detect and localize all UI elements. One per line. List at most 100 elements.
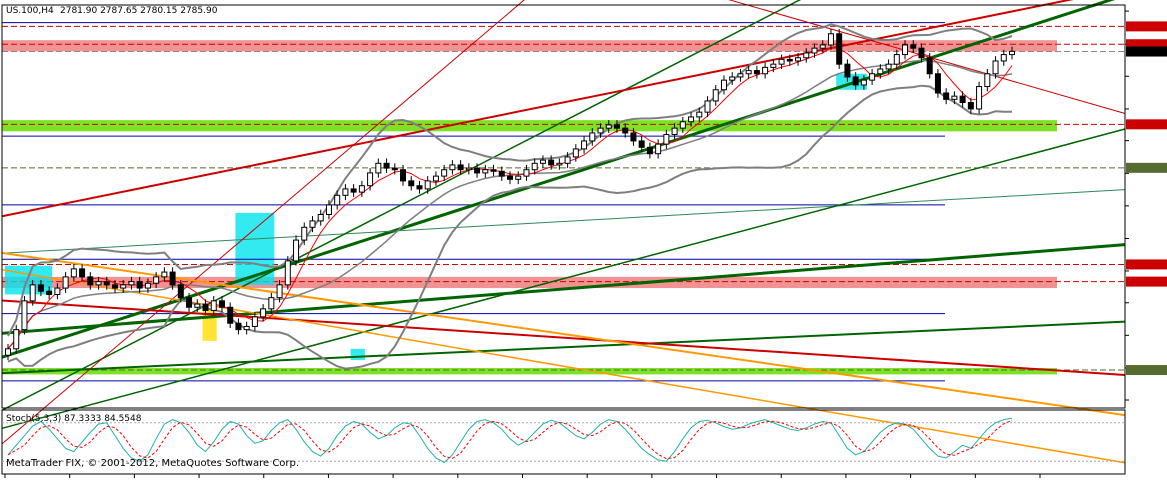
candle-body xyxy=(490,169,497,172)
trend-green-rise xyxy=(1,128,1126,430)
candle-body xyxy=(679,121,686,129)
candle-body xyxy=(753,70,760,75)
stoch-title: Stoch(5,3,3) 87.3333 84.5548 xyxy=(6,414,142,424)
candle-body xyxy=(227,306,234,324)
candle-body xyxy=(556,162,563,166)
trend-green-base xyxy=(1,320,1126,375)
candle-body xyxy=(984,73,991,88)
candle-body xyxy=(235,322,242,331)
candle-body xyxy=(803,52,810,59)
candle-body xyxy=(688,116,695,123)
candle-body xyxy=(844,63,851,78)
candle-body xyxy=(400,169,407,182)
candle-body xyxy=(819,44,826,49)
price-label-box-4 xyxy=(1126,162,1167,173)
candle-body xyxy=(762,66,769,75)
trend-red-down xyxy=(1,299,1126,376)
candle-body xyxy=(186,297,193,308)
candle-body xyxy=(934,73,941,94)
candle-body xyxy=(251,316,258,327)
candle-body xyxy=(169,271,176,286)
candle-body xyxy=(342,188,349,196)
candle-body xyxy=(745,70,752,75)
candle-body xyxy=(943,92,950,100)
price-label-box-5 xyxy=(1126,259,1167,270)
candle-body xyxy=(358,185,365,193)
candle-body xyxy=(375,162,382,174)
candle-body xyxy=(424,180,431,190)
candle-body xyxy=(120,284,127,289)
candle-body xyxy=(918,47,925,59)
candle-body xyxy=(62,276,69,289)
candle-body xyxy=(507,175,513,180)
candle-body xyxy=(13,329,20,350)
candle-body xyxy=(367,172,374,187)
candle-body xyxy=(646,146,653,155)
candle-body xyxy=(539,159,546,164)
candle-body xyxy=(128,281,135,286)
copyright-label: MetaTrader FIX, © 2001-2012, MetaQuotes … xyxy=(6,458,299,469)
candle-body xyxy=(408,180,415,187)
candle-body xyxy=(622,127,629,134)
candle-body xyxy=(202,303,209,311)
candle-body xyxy=(589,132,596,142)
candle-body xyxy=(663,134,670,145)
candle-body xyxy=(498,170,505,177)
candle-body xyxy=(893,54,900,65)
candle-body xyxy=(37,284,44,292)
chart-ohlc: 2781.90 2787.65 2780.15 2785.90 xyxy=(60,6,218,16)
candle-body xyxy=(350,188,357,193)
candle-body xyxy=(548,159,555,166)
candle-body xyxy=(46,290,53,295)
candle-body xyxy=(449,164,456,171)
highlight-box-3 xyxy=(350,348,365,361)
candle-body xyxy=(531,162,538,171)
candle-body xyxy=(811,47,818,54)
candle-body xyxy=(29,284,36,302)
candle-body xyxy=(260,308,267,318)
candle-body xyxy=(712,89,719,102)
candle-body xyxy=(696,111,703,118)
bollinger-upper xyxy=(7,23,1013,337)
candle-body xyxy=(704,100,711,113)
candle-body xyxy=(572,148,579,158)
trend-green-low xyxy=(1,243,1126,335)
candle-body xyxy=(770,63,777,68)
candle-body xyxy=(869,73,876,81)
candle-body xyxy=(111,284,118,289)
candle-body xyxy=(153,276,160,284)
candle-body xyxy=(795,57,802,62)
candle-body xyxy=(218,300,225,308)
highlight-box-1 xyxy=(235,212,275,285)
candle-body xyxy=(474,167,481,174)
candle-body xyxy=(177,284,184,299)
candle-body xyxy=(268,297,275,310)
price-label-box-1 xyxy=(1126,39,1167,50)
candle-body xyxy=(523,169,530,177)
candle-body xyxy=(334,194,341,206)
trend-green-steep xyxy=(1,0,802,411)
candle-body xyxy=(827,33,834,46)
candle-body xyxy=(309,220,316,228)
candle-body xyxy=(161,271,168,278)
candle-body xyxy=(416,185,423,190)
zone-green-1 xyxy=(2,120,1057,132)
candle-body xyxy=(630,132,637,142)
stoch-signal-line xyxy=(7,419,1013,460)
candle-body xyxy=(210,300,217,311)
candle-body xyxy=(671,127,678,136)
candle-body xyxy=(136,281,143,289)
candle-body xyxy=(54,287,61,295)
candle-body xyxy=(325,204,332,215)
candle-body xyxy=(21,300,28,331)
candle-body xyxy=(482,169,489,174)
candle-body xyxy=(902,44,909,56)
candle-body xyxy=(638,140,645,148)
candle-body xyxy=(959,95,966,104)
candle-body xyxy=(720,79,727,91)
candle-body xyxy=(515,175,522,180)
candle-body xyxy=(70,268,77,278)
candle-body xyxy=(729,76,736,81)
candle-body xyxy=(301,226,308,241)
